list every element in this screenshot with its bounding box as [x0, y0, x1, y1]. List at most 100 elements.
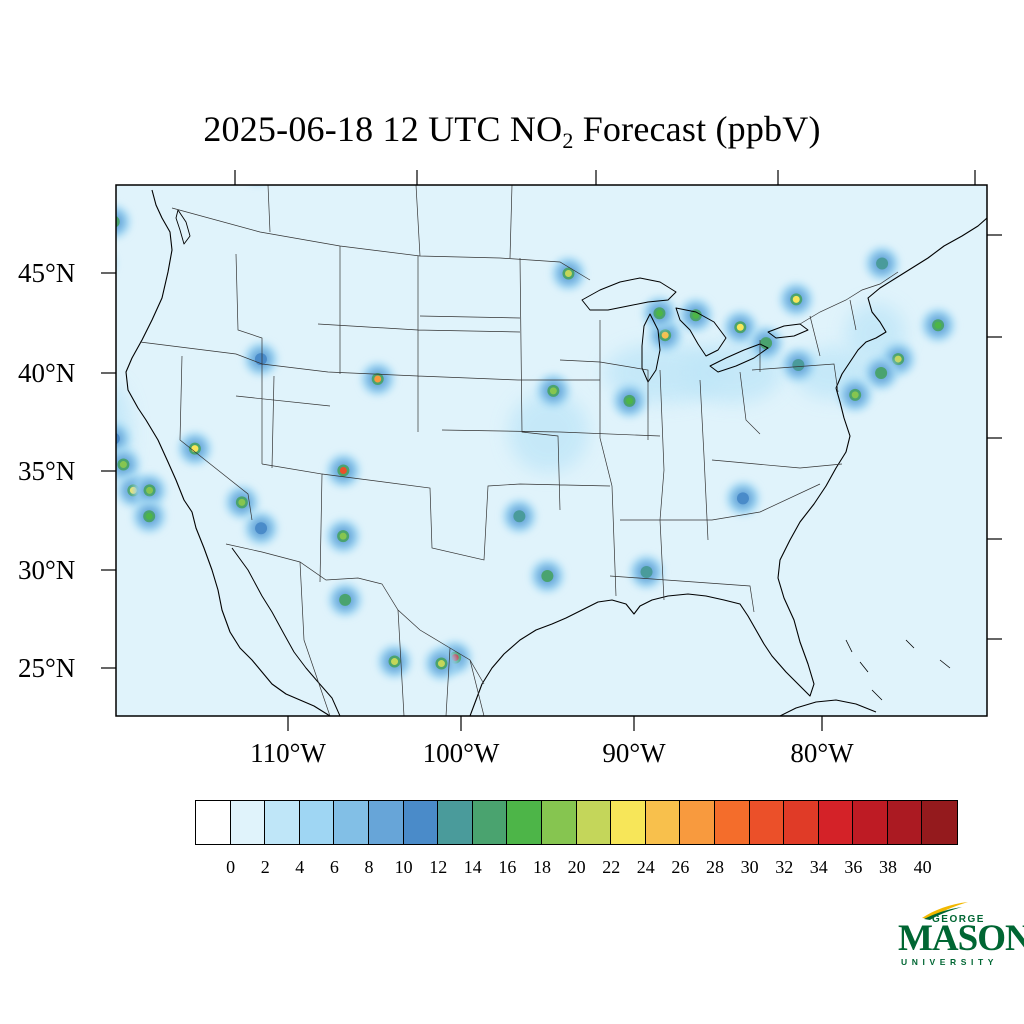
logo-mason: MASON [898, 918, 1024, 959]
hotspot-albuquerque [339, 467, 347, 475]
colorbar-box-17 [784, 801, 819, 844]
colorbar-label: 34 [809, 857, 828, 877]
colorbar [195, 800, 959, 845]
haze-region [682, 343, 783, 403]
hotspot-torreon [391, 658, 399, 666]
hotspot-edmonton-area [247, 158, 267, 178]
hotspot-sacramento [85, 395, 97, 407]
lat-label-40: 40°N [18, 358, 76, 388]
hotspot-sacramento [75, 385, 107, 417]
colorbar-label: 12 [429, 857, 448, 877]
colorbar-box-7 [438, 801, 473, 844]
hotspot-salt-lake-city [257, 355, 265, 363]
colorbar-box-0 [196, 801, 231, 844]
bottom-ticks [287, 716, 823, 731]
hotspot-san-francisco-bay-area [60, 403, 92, 435]
hotspot-pittsburgh [794, 361, 802, 369]
colorbar-label: 22 [602, 857, 621, 877]
colorbar-label: 16 [498, 857, 517, 877]
hotspot-san-diego [145, 512, 153, 520]
colorbar-box-19 [853, 801, 888, 844]
haze-region [508, 392, 589, 473]
hotspot-new-orleans [643, 568, 651, 576]
hotspot-calgary [244, 148, 256, 160]
hotspot-chicago [661, 331, 669, 339]
hotspot-portland [83, 248, 115, 280]
title-subscript: 2 [562, 128, 574, 153]
hotspot-atlanta [739, 494, 747, 502]
colorbar-label: 10 [394, 857, 413, 877]
hotspot-philadelphia [877, 369, 885, 377]
colorbar-label: 20 [567, 857, 586, 877]
colorbar-label: 38 [879, 857, 897, 877]
hotspot-edmonton-area [251, 162, 263, 174]
hotspot-san-bernardino [146, 486, 154, 494]
colorbar-box-3 [299, 801, 335, 844]
title-prefix: 2025-06-18 12 UTC NO [203, 109, 563, 149]
colorbar-label: 40 [913, 857, 932, 877]
hotspot-kansas-city [549, 387, 557, 395]
chart-title: 2025-06-18 12 UTC NO2 Forecast (ppbV) [0, 108, 1024, 154]
hotspot-chihuahua [341, 596, 349, 604]
colorbar-box-14 [680, 801, 715, 844]
hotspot-grand-rapids [692, 311, 700, 319]
lake-superior [581, 277, 677, 311]
colorbar-label: 32 [775, 857, 794, 877]
colorbar-box-15 [714, 801, 750, 844]
colorbar-box-18 [818, 801, 854, 844]
coastline-gulf [469, 387, 851, 716]
colorbar-box-16 [749, 801, 785, 844]
hotspot-edmonton-area [254, 165, 261, 172]
title-suffix: Forecast (ppbV) [573, 109, 821, 149]
hotspot-denver [374, 375, 382, 383]
hotspot-san-francisco-bay-area [66, 409, 86, 429]
logo-swoosh-icon [922, 902, 968, 920]
hotspot-portland [89, 254, 109, 274]
hotspot-cleveland [762, 339, 770, 347]
hotspot-san-francisco-bay-area [70, 413, 82, 425]
hotspot-portland [93, 258, 105, 270]
border-us-mexico [225, 543, 485, 685]
lake-ontario [767, 323, 809, 339]
colorbar-label: 0 [226, 857, 236, 877]
hotspot-calgary [240, 144, 260, 164]
hotspot-st-louis [625, 397, 633, 405]
colorbar-box-4 [334, 801, 369, 844]
lon-label-90: 90°W [602, 738, 666, 768]
state-lines [139, 246, 857, 613]
hotspot-calgary [234, 138, 266, 170]
colorbar-label: 2 [260, 857, 270, 877]
lake-erie [709, 343, 769, 373]
colorbar-label: 4 [295, 857, 305, 877]
colorbar-box-9 [507, 801, 542, 844]
coastline-bahamas [845, 639, 951, 701]
hotspot-dallas [515, 512, 523, 520]
gmu-logo: GEORGE MASON UNIVERSITY [898, 900, 1024, 970]
hotspot-toronto [792, 295, 800, 303]
colorbar-label: 26 [671, 857, 690, 877]
colorbar-box-21 [922, 801, 958, 844]
lat-label-25: 25°N [18, 653, 76, 683]
colorbar-box-12 [611, 801, 646, 844]
hotspot-seattle [116, 216, 120, 228]
coastline-atlantic [835, 217, 987, 389]
hotspot-tucson [257, 524, 265, 532]
hotspot-detroit [736, 323, 744, 331]
coastline-gulf-california [231, 547, 341, 716]
colorbar-box-5 [368, 801, 404, 844]
lon-label-100: 100°W [422, 738, 500, 768]
logo-university: UNIVERSITY [901, 957, 999, 967]
hotspot-calgary [247, 151, 254, 158]
colorbar-label: 8 [364, 857, 374, 877]
lat-label-35: 35°N [18, 456, 76, 486]
lat-label-45: 45°N [18, 258, 76, 288]
logo-george: GEORGE [932, 914, 985, 925]
hotspot-washington-dc [851, 391, 859, 399]
hotspot-seattle [116, 205, 130, 238]
coastline-puget [175, 209, 191, 245]
lon-label-80: 80°W [790, 738, 854, 768]
colorbar-box-20 [887, 801, 923, 844]
top-ticks [234, 170, 976, 185]
hotspot-edmonton-area [241, 152, 273, 184]
